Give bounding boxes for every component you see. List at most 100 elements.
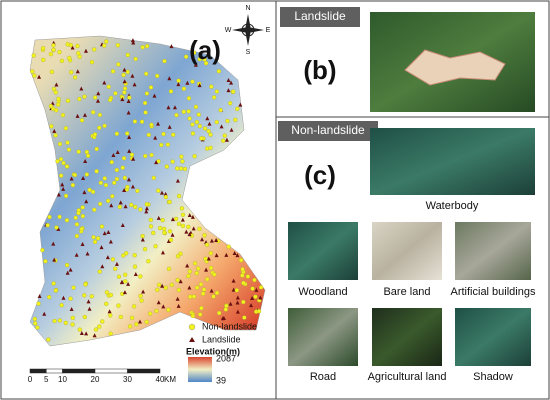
non-landslide-point bbox=[73, 215, 78, 220]
non-landslide-point bbox=[156, 188, 161, 193]
non-landslide-point bbox=[140, 234, 145, 239]
non-landslide-point bbox=[116, 62, 121, 67]
colorbar-min: 39 bbox=[216, 375, 226, 385]
landslide-point bbox=[99, 245, 104, 250]
non-landslide-point bbox=[67, 55, 72, 61]
non-landslide-point bbox=[94, 146, 99, 152]
non-landslide-point bbox=[208, 145, 213, 151]
landslide-point bbox=[92, 333, 97, 338]
non-landslide-point bbox=[110, 194, 115, 199]
non-landslide-point bbox=[240, 273, 245, 278]
landslide-point bbox=[127, 148, 132, 153]
non-landslide-point bbox=[123, 279, 128, 284]
non-landslide-point bbox=[142, 100, 148, 106]
non-landslide-point bbox=[142, 246, 148, 252]
non-landslide-point bbox=[235, 106, 240, 112]
section-header-text: Landslide bbox=[294, 9, 346, 23]
non-landslide-point bbox=[51, 281, 56, 286]
sample-points bbox=[30, 38, 264, 342]
scale-segment bbox=[127, 368, 161, 374]
non-landslide-point bbox=[149, 152, 154, 158]
non-landslide-point bbox=[127, 95, 132, 100]
non-landslide-point bbox=[97, 125, 102, 131]
non-landslide-point bbox=[57, 50, 62, 55]
sample-caption: Agricultural land bbox=[368, 371, 447, 383]
landslide-point bbox=[83, 159, 88, 164]
non-landslide-point bbox=[162, 230, 167, 235]
compass-n: N bbox=[245, 5, 250, 12]
landslide-point bbox=[102, 80, 107, 85]
landslide-point bbox=[122, 67, 127, 72]
non-landslide-point bbox=[192, 261, 198, 266]
landslide-point bbox=[80, 242, 85, 247]
non-landslide-point bbox=[186, 109, 191, 114]
non-landslide-point bbox=[80, 214, 85, 219]
section-header-text: Non-landslide bbox=[291, 123, 365, 137]
landslide-point bbox=[75, 113, 80, 118]
non-landslide-point bbox=[72, 75, 78, 80]
non-landslide-point bbox=[146, 259, 151, 264]
landslide-point bbox=[235, 253, 240, 258]
sample-caption: Waterbody bbox=[426, 200, 479, 212]
non-landslide-point bbox=[175, 166, 180, 171]
landslide-point bbox=[187, 232, 192, 237]
non-landslide-point bbox=[49, 69, 55, 75]
landslide-point bbox=[209, 238, 214, 243]
scale-label: 40 bbox=[156, 375, 165, 384]
non-landslide-point bbox=[63, 193, 69, 199]
non-landslide-point bbox=[225, 118, 230, 124]
landslide-point bbox=[156, 121, 161, 126]
non-landslide-point bbox=[118, 314, 123, 320]
non-landslide-point bbox=[100, 319, 105, 324]
non-landslide-point bbox=[125, 52, 131, 58]
non-landslide-point bbox=[99, 224, 105, 229]
landslide-point bbox=[96, 91, 101, 96]
landslide-point bbox=[226, 78, 231, 83]
non-landslide-point bbox=[92, 47, 97, 52]
non-landslide-point bbox=[123, 272, 128, 277]
non-landslide-point bbox=[127, 324, 133, 329]
non-landslide-point bbox=[58, 157, 64, 162]
non-landslide-point bbox=[206, 129, 211, 134]
landslide-point bbox=[154, 160, 159, 165]
landslide-point bbox=[119, 280, 124, 285]
non-landslide-point bbox=[46, 337, 51, 342]
non-landslide-point bbox=[204, 242, 210, 247]
landslide-point bbox=[167, 124, 172, 129]
landslide-point bbox=[70, 45, 75, 50]
landslide-point bbox=[126, 281, 131, 286]
compass: N S E W bbox=[225, 5, 271, 56]
non-landslide-point bbox=[138, 207, 143, 212]
landslide-point bbox=[140, 237, 145, 242]
non-landslide-point bbox=[65, 140, 70, 145]
non-landslide-point bbox=[92, 207, 97, 212]
non-landslide-point bbox=[143, 110, 148, 115]
sample-image bbox=[372, 308, 442, 366]
landslide-point bbox=[144, 209, 149, 214]
non-landslide-point bbox=[228, 101, 233, 106]
non-landslide-point bbox=[160, 217, 165, 223]
non-landslide-point bbox=[110, 257, 116, 262]
non-landslide-point bbox=[143, 153, 148, 159]
landslide-point bbox=[153, 135, 158, 140]
non-landslide-point bbox=[97, 324, 102, 329]
non-landslide-point bbox=[45, 223, 50, 228]
landslide-scar bbox=[404, 49, 506, 86]
non-landslide-point bbox=[163, 194, 169, 200]
landslide-point bbox=[250, 295, 255, 300]
non-landslide-point bbox=[129, 202, 134, 208]
non-landslide-point bbox=[214, 89, 220, 94]
non-landslide-point bbox=[114, 167, 119, 173]
non-landslide-point bbox=[203, 256, 208, 261]
non-landslide-point bbox=[180, 212, 186, 217]
non-landslide-point bbox=[241, 280, 246, 286]
landslide-point bbox=[127, 134, 132, 139]
landslide-point bbox=[130, 38, 135, 43]
landslide-point bbox=[166, 105, 171, 110]
landslide-point bbox=[69, 306, 74, 311]
landslide-point bbox=[60, 182, 65, 187]
non-landslide-point bbox=[106, 84, 111, 89]
non-landslide-point bbox=[222, 133, 227, 138]
landslide-point bbox=[123, 204, 128, 209]
